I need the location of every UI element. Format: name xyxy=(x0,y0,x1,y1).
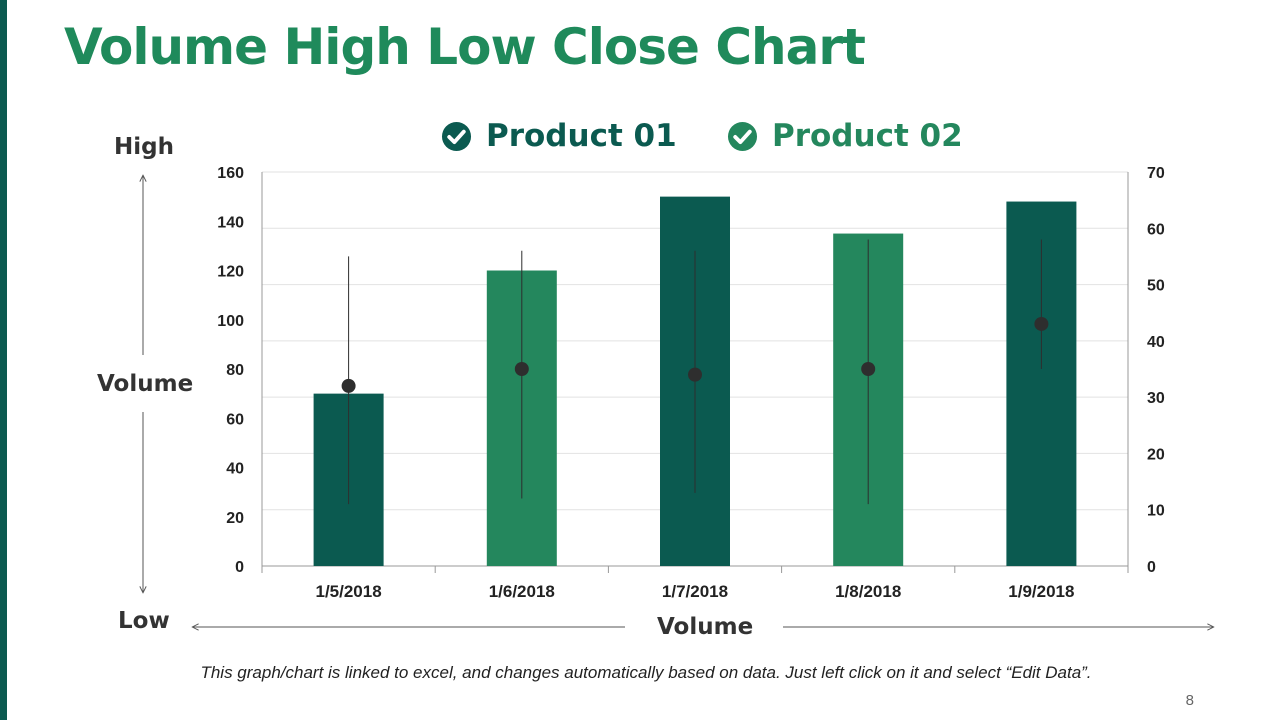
x-tick-label: 1/7/2018 xyxy=(662,582,728,601)
y-right-tick-label: 10 xyxy=(1147,503,1165,520)
y-right-tick-label: 40 xyxy=(1147,334,1165,351)
y-left-tick-label: 80 xyxy=(226,362,244,379)
y-right-tick-label: 70 xyxy=(1147,165,1165,182)
x-tick-label: 1/8/2018 xyxy=(835,582,901,601)
x-axis-title: Volume xyxy=(657,614,754,640)
left-accent-bar xyxy=(0,0,7,720)
y-left-tick-label: 40 xyxy=(226,461,244,478)
x-tick-label: 1/5/2018 xyxy=(316,582,382,601)
close-marker xyxy=(341,378,356,393)
y-right-tick-label: 20 xyxy=(1147,446,1165,463)
close-marker xyxy=(514,362,529,376)
y-right-tick-label: 60 xyxy=(1147,221,1165,238)
legend-label-product-01: Product 01 xyxy=(486,118,677,154)
page-number: 8 xyxy=(1185,692,1194,709)
footnote: This graph/chart is linked to excel, and… xyxy=(200,663,1092,682)
y-right-tick-label: 0 xyxy=(1147,559,1156,576)
x-tick-label: 1/6/2018 xyxy=(489,582,555,601)
y-left-tick-label: 60 xyxy=(226,411,244,428)
low-label: Low xyxy=(118,608,170,634)
x-tick-label: 1/9/2018 xyxy=(1008,582,1074,601)
close-marker xyxy=(861,362,876,376)
y-left-tick-label: 120 xyxy=(217,264,244,281)
y-left-tick-label: 140 xyxy=(217,214,244,231)
y-right-tick-label: 30 xyxy=(1147,390,1165,407)
y-left-tick-label: 160 xyxy=(217,165,244,182)
legend-item-product-02[interactable]: Product 02 xyxy=(727,118,963,154)
page-title: Volume High Low Close Chart xyxy=(64,18,866,76)
legend-item-product-01[interactable]: Product 01 xyxy=(441,118,677,154)
y-left-tick-label: 0 xyxy=(235,559,244,576)
check-circle-icon xyxy=(441,121,472,151)
legend-label-product-02: Product 02 xyxy=(772,118,963,154)
volume-side-label: Volume xyxy=(97,371,194,397)
y-left-tick-label: 20 xyxy=(226,510,244,527)
close-marker xyxy=(688,367,702,382)
close-marker xyxy=(1034,316,1049,331)
y-right-tick-label: 50 xyxy=(1147,278,1165,295)
high-label: High xyxy=(114,134,174,160)
check-circle-icon xyxy=(727,121,758,151)
y-left-tick-label: 100 xyxy=(217,313,244,330)
